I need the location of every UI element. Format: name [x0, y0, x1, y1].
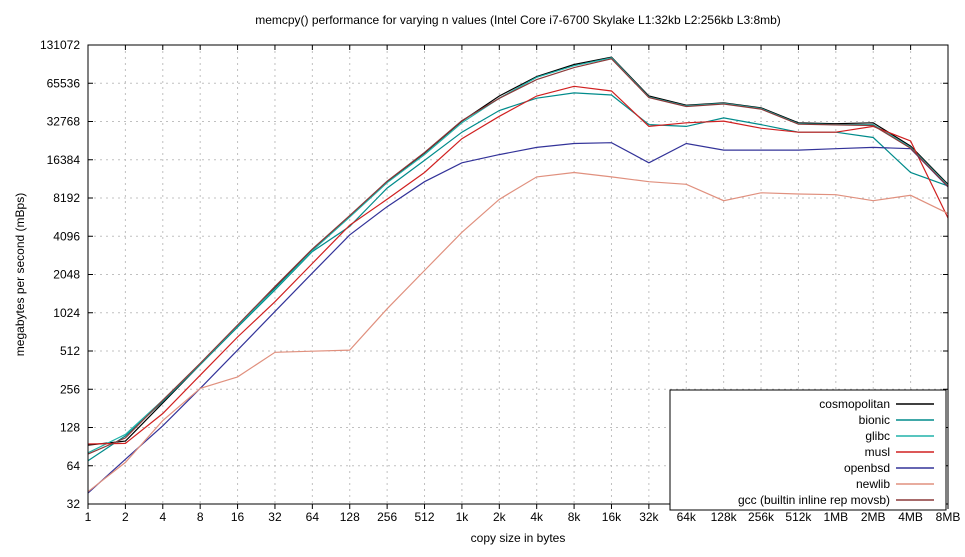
- legend-label: openbsd: [844, 461, 890, 475]
- legend-box: [670, 390, 946, 510]
- y-tick-label: 128: [60, 421, 80, 435]
- x-tick-label: 2k: [493, 510, 507, 524]
- legend-label: cosmopolitan: [819, 397, 890, 411]
- x-tick-label: 4: [159, 510, 166, 524]
- x-tick-label: 32: [268, 510, 282, 524]
- x-tick-label: 64: [306, 510, 320, 524]
- legend-label: musl: [865, 445, 890, 459]
- y-tick-label: 64: [67, 459, 81, 473]
- x-tick-label: 512k: [785, 510, 812, 524]
- x-tick-label: 16k: [602, 510, 622, 524]
- x-tick-label: 256: [377, 510, 397, 524]
- x-tick-label: 128k: [711, 510, 738, 524]
- y-tick-label: 4096: [53, 229, 80, 243]
- x-tick-label: 1k: [456, 510, 470, 524]
- y-tick-label: 512: [60, 344, 80, 358]
- chart-svg: 1 2 4 8 16 32 64 128 256 512 1k 2k 4k 8k 16k 32k 64k 128k…: [0, 0, 965, 557]
- x-tick-label: 8: [197, 510, 204, 524]
- x-tick-label: 2MB: [861, 510, 886, 524]
- x-axis-label: copy size in bytes: [471, 531, 566, 545]
- x-tick-label: 4MB: [898, 510, 923, 524]
- x-tick-label: 512: [415, 510, 435, 524]
- y-tick-label: 131072: [40, 38, 80, 52]
- legend-label: gcc (builtin inline rep movsb): [738, 493, 890, 507]
- x-tick-label: 1MB: [823, 510, 848, 524]
- chart-container: 1 2 4 8 16 32 64 128 256 512 1k 2k 4k 8k 16k 32k 64k 128k…: [0, 0, 965, 557]
- y-tick-label: 256: [60, 382, 80, 396]
- y-tick-label: 32: [67, 497, 81, 511]
- x-tick-label: 128: [340, 510, 360, 524]
- x-tick-label: 256k: [748, 510, 775, 524]
- y-tick-label: 16384: [47, 153, 81, 167]
- x-tick-label: 8MB: [936, 510, 961, 524]
- y-tick-label: 65536: [47, 76, 81, 90]
- y-tick-label: 8192: [53, 191, 80, 205]
- x-tick-label: 32k: [639, 510, 659, 524]
- y-tick-label: 2048: [53, 268, 80, 282]
- y-tick-label: 32768: [47, 115, 81, 129]
- x-tick-label: 8k: [568, 510, 582, 524]
- x-tick-label: 64k: [677, 510, 697, 524]
- chart-title: memcpy() performance for varying n value…: [255, 13, 781, 27]
- legend-label: newlib: [856, 477, 890, 491]
- y-tick-label: 1024: [53, 306, 80, 320]
- legend-label: bionic: [859, 413, 890, 427]
- x-tick-label: 4k: [530, 510, 544, 524]
- x-tick-label: 1: [85, 510, 92, 524]
- legend-label: glibc: [865, 429, 890, 443]
- x-tick-label: 16: [231, 510, 245, 524]
- y-axis-label: megabytes per second (mBps): [13, 193, 27, 356]
- x-tick-label: 2: [122, 510, 129, 524]
